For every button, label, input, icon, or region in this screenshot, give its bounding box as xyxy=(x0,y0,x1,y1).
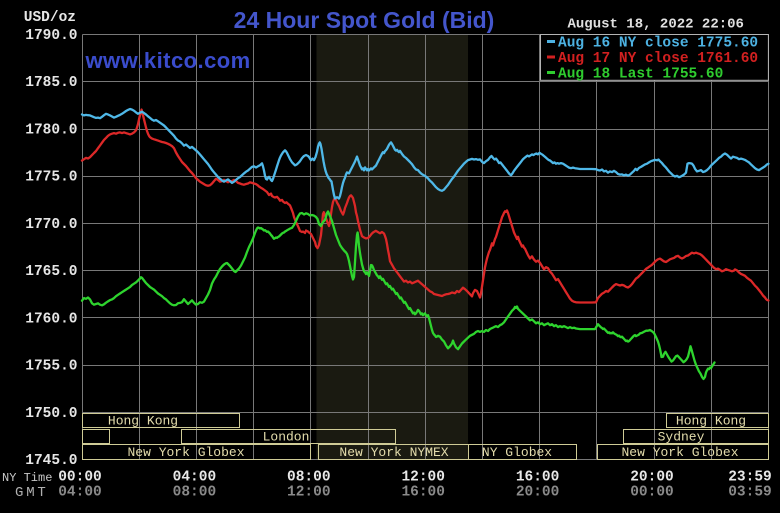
svg-text:23:59: 23:59 xyxy=(728,470,772,486)
svg-text:04:00: 04:00 xyxy=(58,485,102,501)
svg-text:1755.0: 1755.0 xyxy=(25,359,77,375)
svg-text:1760.0: 1760.0 xyxy=(25,311,77,327)
svg-text:03:59: 03:59 xyxy=(728,485,772,501)
svg-text:New York Globex: New York Globex xyxy=(621,445,738,460)
svg-text:NY Time: NY Time xyxy=(2,471,52,485)
svg-text:20:00: 20:00 xyxy=(516,485,560,501)
svg-text:1785.0: 1785.0 xyxy=(25,75,77,91)
svg-text:1770.0: 1770.0 xyxy=(25,217,77,233)
svg-text:12:00: 12:00 xyxy=(287,485,331,501)
svg-text:1775.0: 1775.0 xyxy=(25,170,77,186)
svg-text:08:00: 08:00 xyxy=(173,485,217,501)
svg-text:Aug 16 NY close 1775.60: Aug 16 NY close 1775.60 xyxy=(558,36,758,52)
svg-text:www.kitco.com: www.kitco.com xyxy=(85,48,251,73)
svg-text:1765.0: 1765.0 xyxy=(25,264,77,280)
svg-text:24 Hour Spot Gold (Bid): 24 Hour Spot Gold (Bid) xyxy=(234,7,495,33)
svg-text:New York NYMEX: New York NYMEX xyxy=(339,445,448,460)
svg-text:00:00: 00:00 xyxy=(58,470,102,486)
svg-text:Sydney: Sydney xyxy=(658,430,705,445)
svg-text:1745.0: 1745.0 xyxy=(25,453,77,469)
svg-text:1750.0: 1750.0 xyxy=(25,406,77,422)
svg-text:August 18, 2022 22:06: August 18, 2022 22:06 xyxy=(568,17,744,33)
svg-text:08:00: 08:00 xyxy=(287,470,331,486)
svg-text:20:00: 20:00 xyxy=(630,470,674,486)
svg-text:London: London xyxy=(263,430,310,445)
svg-text:New York Globex: New York Globex xyxy=(127,445,244,460)
svg-text:04:00: 04:00 xyxy=(173,470,217,486)
svg-text:1790.0: 1790.0 xyxy=(25,28,77,44)
svg-text:12:00: 12:00 xyxy=(401,470,445,486)
svg-text:Hong Kong: Hong Kong xyxy=(676,413,746,428)
svg-text:USD/oz: USD/oz xyxy=(24,10,76,26)
svg-text:Hong Kong: Hong Kong xyxy=(108,413,178,428)
svg-text:NY Globex: NY Globex xyxy=(482,445,552,460)
svg-text:00:00: 00:00 xyxy=(630,485,674,501)
svg-text:Aug 18 Last 1755.60: Aug 18 Last 1755.60 xyxy=(558,67,723,83)
svg-text:16:00: 16:00 xyxy=(516,470,560,486)
svg-text:Aug 17 NY close 1761.60: Aug 17 NY close 1761.60 xyxy=(558,51,758,67)
svg-text:16:00: 16:00 xyxy=(401,485,445,501)
svg-text:GMT: GMT xyxy=(15,485,49,501)
svg-text:1780.0: 1780.0 xyxy=(25,123,77,139)
